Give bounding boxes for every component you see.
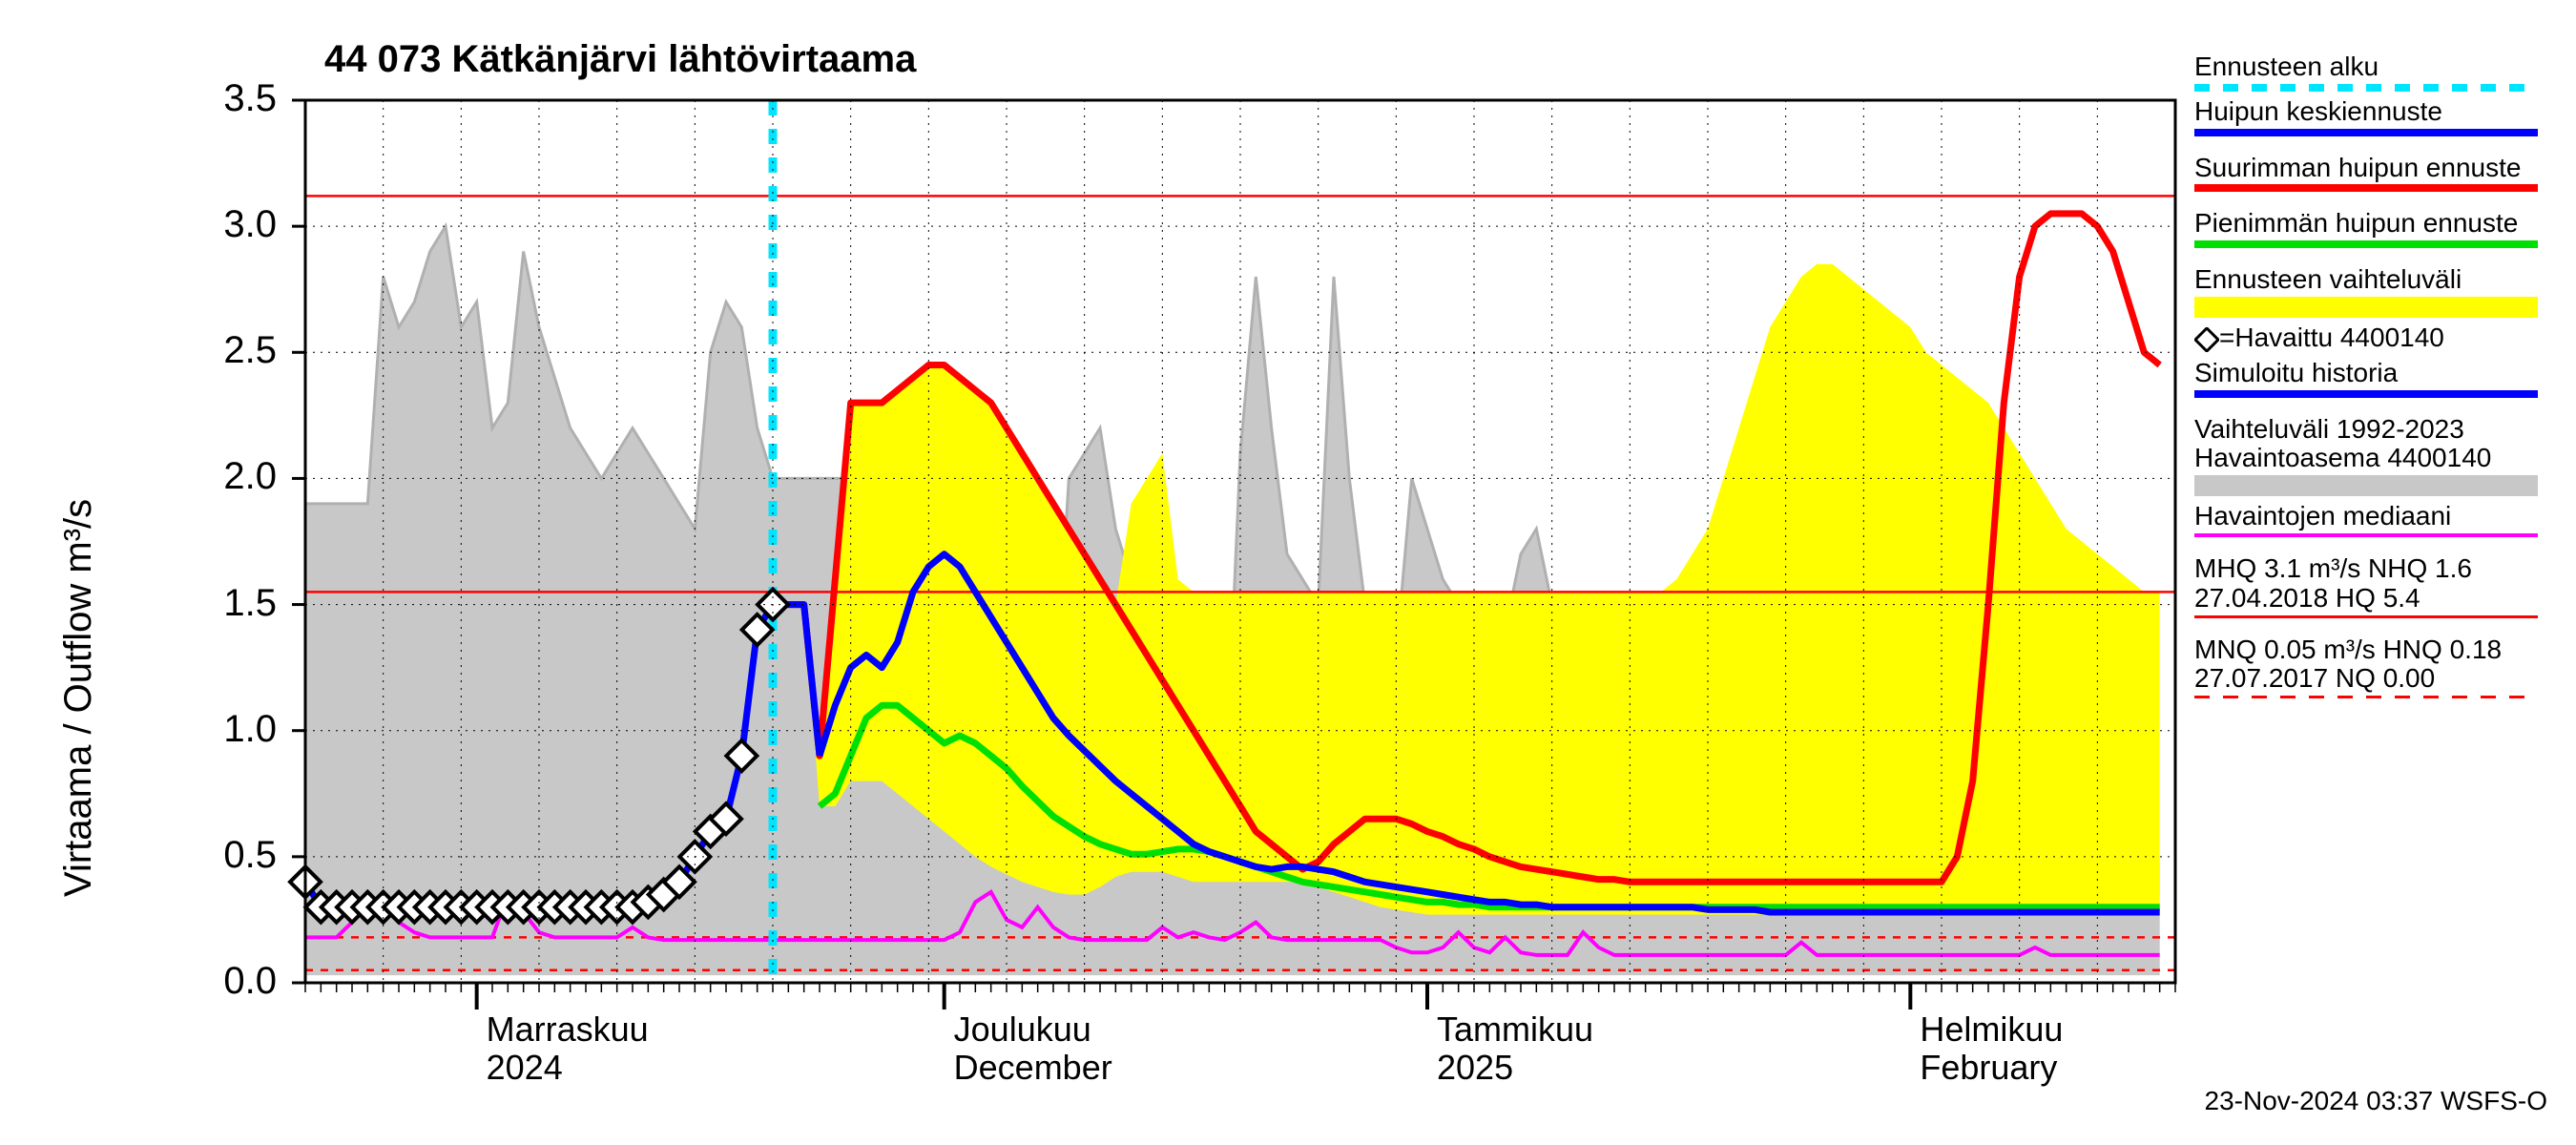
legend-swatch	[2194, 240, 2538, 260]
legend-item: Ennusteen alku	[2194, 52, 2557, 92]
legend-label: Simuloitu historia	[2194, 359, 2557, 388]
month-label-bottom: 2025	[1437, 1048, 1513, 1088]
month-label-top: Tammikuu	[1437, 1010, 1593, 1050]
legend-swatch	[2194, 84, 2538, 92]
y-tick-label: 1.0	[0, 708, 277, 751]
month-label-bottom: December	[954, 1048, 1112, 1088]
legend-item: Ennusteen vaihteluväli	[2194, 265, 2557, 318]
y-tick-label: 3.5	[0, 77, 277, 120]
y-tick-label: 1.5	[0, 582, 277, 625]
flow-forecast-chart: 44 073 Kätkänjärvi lähtövirtaama Virtaam…	[0, 0, 2576, 1145]
month-label-top: Joulukuu	[954, 1010, 1091, 1050]
legend-swatch	[2194, 297, 2538, 318]
forecast-range-band	[773, 264, 2160, 915]
y-tick-label: 3.0	[0, 203, 277, 246]
y-tick-label: 0.0	[0, 960, 277, 1003]
legend-label: MNQ 0.05 m³/s HNQ 0.18	[2194, 635, 2557, 665]
footer-timestamp: 23-Nov-2024 03:37 WSFS-O	[2205, 1086, 2548, 1116]
legend-swatch	[2194, 533, 2538, 549]
legend-item: Suurimman huipun ennuste	[2194, 154, 2557, 204]
legend-swatch	[2194, 390, 2538, 409]
legend-label: Havaintojen mediaani	[2194, 502, 2557, 531]
legend-item: Vaihteluväli 1992-2023 Havaintoasema 440…	[2194, 415, 2557, 497]
month-label-top: Helmikuu	[1920, 1010, 2063, 1050]
legend-label: Ennusteen vaihteluväli	[2194, 265, 2557, 295]
y-tick-label: 0.5	[0, 834, 277, 877]
legend-item: MNQ 0.05 m³/s HNQ 0.1827.07.2017 NQ 0.00	[2194, 635, 2557, 699]
legend-label: Suurimman huipun ennuste	[2194, 154, 2557, 183]
legend-label: MHQ 3.1 m³/s NHQ 1.6	[2194, 554, 2557, 584]
month-label-bottom: February	[1920, 1048, 2057, 1088]
legend-swatch	[2194, 129, 2538, 148]
legend-label: =Havaittu 4400140	[2194, 323, 2557, 353]
legend-sublabel: 27.07.2017 NQ 0.00	[2194, 664, 2557, 694]
legend-swatch	[2194, 184, 2538, 203]
month-label-bottom: 2024	[487, 1048, 563, 1088]
y-tick-label: 2.0	[0, 455, 277, 498]
legend-swatch	[2194, 615, 2538, 630]
legend-swatch	[2194, 475, 2538, 496]
legend-item: Pienimmän huipun ennuste	[2194, 209, 2557, 260]
legend-label: Pienimmän huipun ennuste	[2194, 209, 2557, 239]
legend-sublabel: Havaintoasema 4400140	[2194, 444, 2557, 473]
legend-item: Havaintojen mediaani	[2194, 502, 2557, 549]
chart-title: 44 073 Kätkänjärvi lähtövirtaama	[324, 38, 916, 81]
legend-sublabel: 27.04.2018 HQ 5.4	[2194, 584, 2557, 614]
legend-item: Simuloitu historia	[2194, 359, 2557, 409]
legend-item: Huipun keskiennuste	[2194, 97, 2557, 148]
legend-label: Vaihteluväli 1992-2023	[2194, 415, 2557, 445]
plot-svg	[0, 0, 2576, 1145]
legend: Ennusteen alku Huipun keskiennuste Suurimm…	[2194, 52, 2557, 704]
y-tick-label: 2.5	[0, 329, 277, 372]
month-label-top: Marraskuu	[487, 1010, 649, 1050]
legend-item: =Havaittu 4400140	[2194, 323, 2557, 353]
legend-item: MHQ 3.1 m³/s NHQ 1.627.04.2018 HQ 5.4	[2194, 554, 2557, 630]
legend-swatch	[2194, 696, 2538, 698]
legend-label: Ennusteen alku	[2194, 52, 2557, 82]
legend-label: Huipun keskiennuste	[2194, 97, 2557, 127]
